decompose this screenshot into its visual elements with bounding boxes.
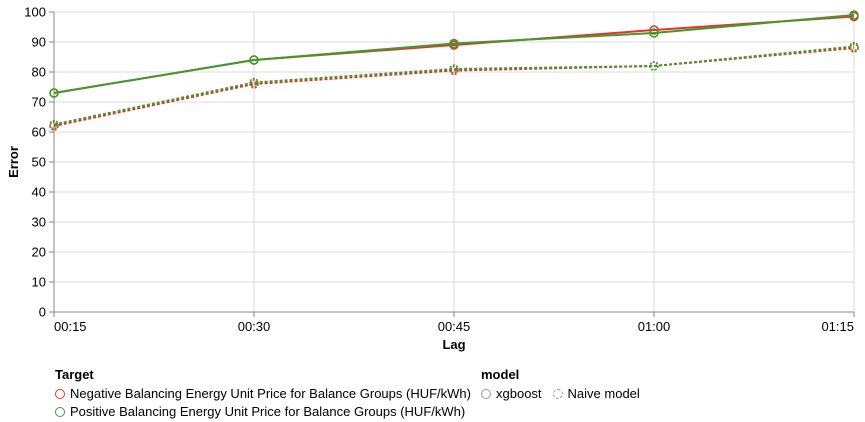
y-tick-label: 100	[24, 5, 46, 20]
legend-label-naive: Naive model	[567, 386, 640, 401]
xgboost-point	[449, 38, 459, 49]
xgboost-point	[49, 88, 59, 98]
xgboost-point	[849, 10, 859, 20]
legend-target-title: Target	[55, 367, 94, 382]
legend-symbol-positive	[55, 407, 65, 417]
xgboost-line	[53, 14, 855, 94]
x-tick-label: 00:30	[238, 319, 271, 334]
xgboost-point	[649, 28, 659, 38]
y-tick-label: 30	[32, 215, 46, 230]
legend-label-xgboost: xgboost	[496, 386, 542, 401]
naive-model-point	[249, 77, 259, 88]
y-tick-label: 60	[32, 125, 46, 140]
naive-model-line	[53, 45, 855, 126]
legend-label-negative: Negative Balancing Energy Unit Price for…	[70, 386, 471, 401]
legend-item-negative[interactable]: Negative Balancing Energy Unit Price for…	[55, 385, 471, 403]
y-tick-label: 70	[32, 95, 46, 110]
legend-target: Target Negative Balancing Energy Unit Pr…	[55, 366, 471, 421]
naive-model-point	[649, 61, 659, 71]
grid-lines	[53, 11, 855, 313]
y-tick-label: 0	[39, 305, 46, 320]
legend-symbol-xgboost	[481, 389, 491, 399]
legend-model: model xgboost Naive model	[481, 366, 651, 403]
legend-label-positive: Positive Balancing Energy Unit Price for…	[70, 404, 466, 419]
series-lines	[49, 10, 859, 131]
legend-symbol-negative	[55, 389, 65, 399]
y-tick-label: 10	[32, 275, 46, 290]
x-tick-label: 00:15	[54, 319, 87, 334]
naive-model-point	[449, 64, 459, 74]
y-tick-label: 80	[32, 65, 46, 80]
y-tick-label: 20	[32, 245, 46, 260]
x-axis-title: Lag	[442, 337, 465, 352]
y-tick-label: 40	[32, 185, 46, 200]
line-chart: 0 10 20 30 40 50 60 70 80 90 100 00:15 00:30 00:45 01:…	[6, 5, 859, 352]
legend-item-naive[interactable]: Naive model	[552, 385, 640, 403]
legend-symbol-naive	[552, 389, 563, 399]
xgboost-point	[249, 55, 259, 65]
x-tick-label: 01:00	[638, 319, 671, 334]
legend-item-xgboost[interactable]: xgboost	[481, 385, 542, 403]
y-tick-label: 50	[32, 155, 46, 170]
naive-model-point	[49, 119, 59, 130]
y-tick-label: 90	[32, 35, 46, 50]
axes: 0 10 20 30 40 50 60 70 80 90 100 00:15 00:30 00:45 01:…	[24, 5, 855, 334]
y-axis-title: Error	[6, 146, 21, 178]
x-tick-label: 00:45	[438, 319, 471, 334]
legend-item-positive[interactable]: Positive Balancing Energy Unit Price for…	[55, 403, 471, 421]
legend-model-title: model	[481, 367, 520, 382]
x-tick-label: 01:15	[821, 319, 854, 334]
naive-model-point	[849, 41, 859, 52]
